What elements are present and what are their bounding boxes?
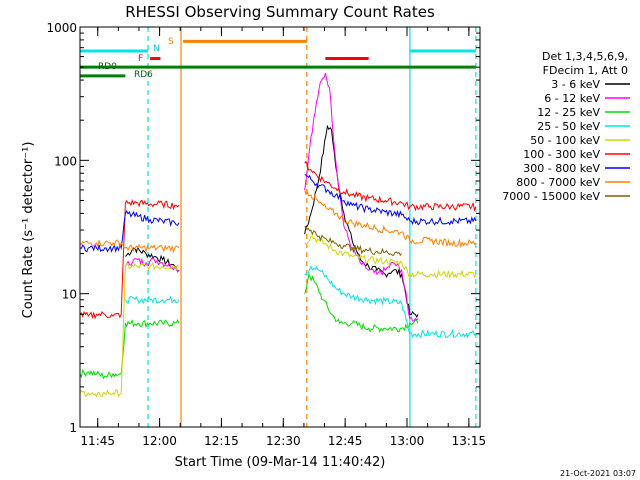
- series-line-50-100-kev: [80, 235, 477, 398]
- legend-label-7000-15000-kev: 7000 - 15000 keV: [502, 190, 600, 203]
- flag-label-rd6: RD6: [134, 70, 153, 80]
- y-tick-label: 1: [69, 421, 77, 435]
- flag-label-s: S: [168, 37, 174, 47]
- legend-label-50-100-kev: 50 - 100 keV: [530, 134, 600, 147]
- plot-area: RD0 RD6 FNS: [80, 27, 477, 427]
- legend-header-2: FDecim 1, Att 0: [543, 64, 628, 77]
- y-axis-label: Count Rate (s⁻¹ detector⁻¹): [21, 142, 36, 319]
- legend-label-800-7000-kev: 800 - 7000 keV: [516, 176, 600, 189]
- legend-label-6-12-kev: 6 - 12 keV: [544, 92, 600, 105]
- legend: Det 1,3,4,5,6,9,FDecim 1, Att 03 - 6 keV…: [502, 50, 630, 203]
- series-line-12-25-kev: [80, 272, 419, 380]
- series-line-6-12-kev: [124, 73, 419, 322]
- x-tick-label: 12:30: [266, 434, 301, 448]
- plot-frame: [79, 26, 481, 428]
- y-tick-label: 100: [54, 154, 77, 168]
- legend-label-12-25-kev: 12 - 25 keV: [537, 106, 600, 119]
- legend-label-100-300-kev: 100 - 300 keV: [523, 148, 600, 161]
- x-tick-label: 13:00: [390, 434, 425, 448]
- flag-label-n: N: [153, 44, 160, 54]
- flag-label-f: F: [138, 54, 143, 64]
- legend-header-1: Det 1,3,4,5,6,9,: [542, 50, 628, 63]
- x-tick-label: 12:45: [328, 434, 363, 448]
- chart-title: RHESSI Observing Summary Count Rates: [125, 3, 435, 21]
- y-tick-label: 1000: [46, 21, 77, 35]
- legend-label-300-800-kev: 300 - 800 keV: [523, 162, 600, 175]
- x-tick-label: 12:15: [204, 434, 239, 448]
- x-tick-label: 11:45: [80, 434, 115, 448]
- series-line-25-50-kev: [124, 265, 477, 339]
- x-axis-label: Start Time (09-Mar-14 11:40:42): [175, 455, 386, 470]
- series-line-800-7000-kev: [80, 189, 477, 254]
- axes: 1 10 100 1000 11:45 12:00 12:15 12:30 12:45 13:00…: [46, 21, 486, 448]
- footer-timestamp: 21-Oct-2021 03:07: [560, 469, 636, 478]
- x-tick-label: 12:00: [142, 434, 177, 448]
- plot-content: [80, 27, 477, 427]
- series-line-300-800-kev: [80, 174, 477, 254]
- x-tick-label: 13:15: [452, 434, 487, 448]
- flag-label-rd0: RD0: [98, 62, 117, 72]
- series-line-100-300-kev: [80, 160, 477, 320]
- legend-label-3-6-kev: 3 - 6 keV: [551, 78, 600, 91]
- y-tick-label: 10: [62, 288, 77, 302]
- legend-label-25-50-kev: 25 - 50 keV: [537, 120, 600, 133]
- plot-border: [79, 26, 481, 428]
- series-line-7000-15000-kev: [304, 226, 402, 257]
- series-line-3-6-kev: [125, 124, 419, 319]
